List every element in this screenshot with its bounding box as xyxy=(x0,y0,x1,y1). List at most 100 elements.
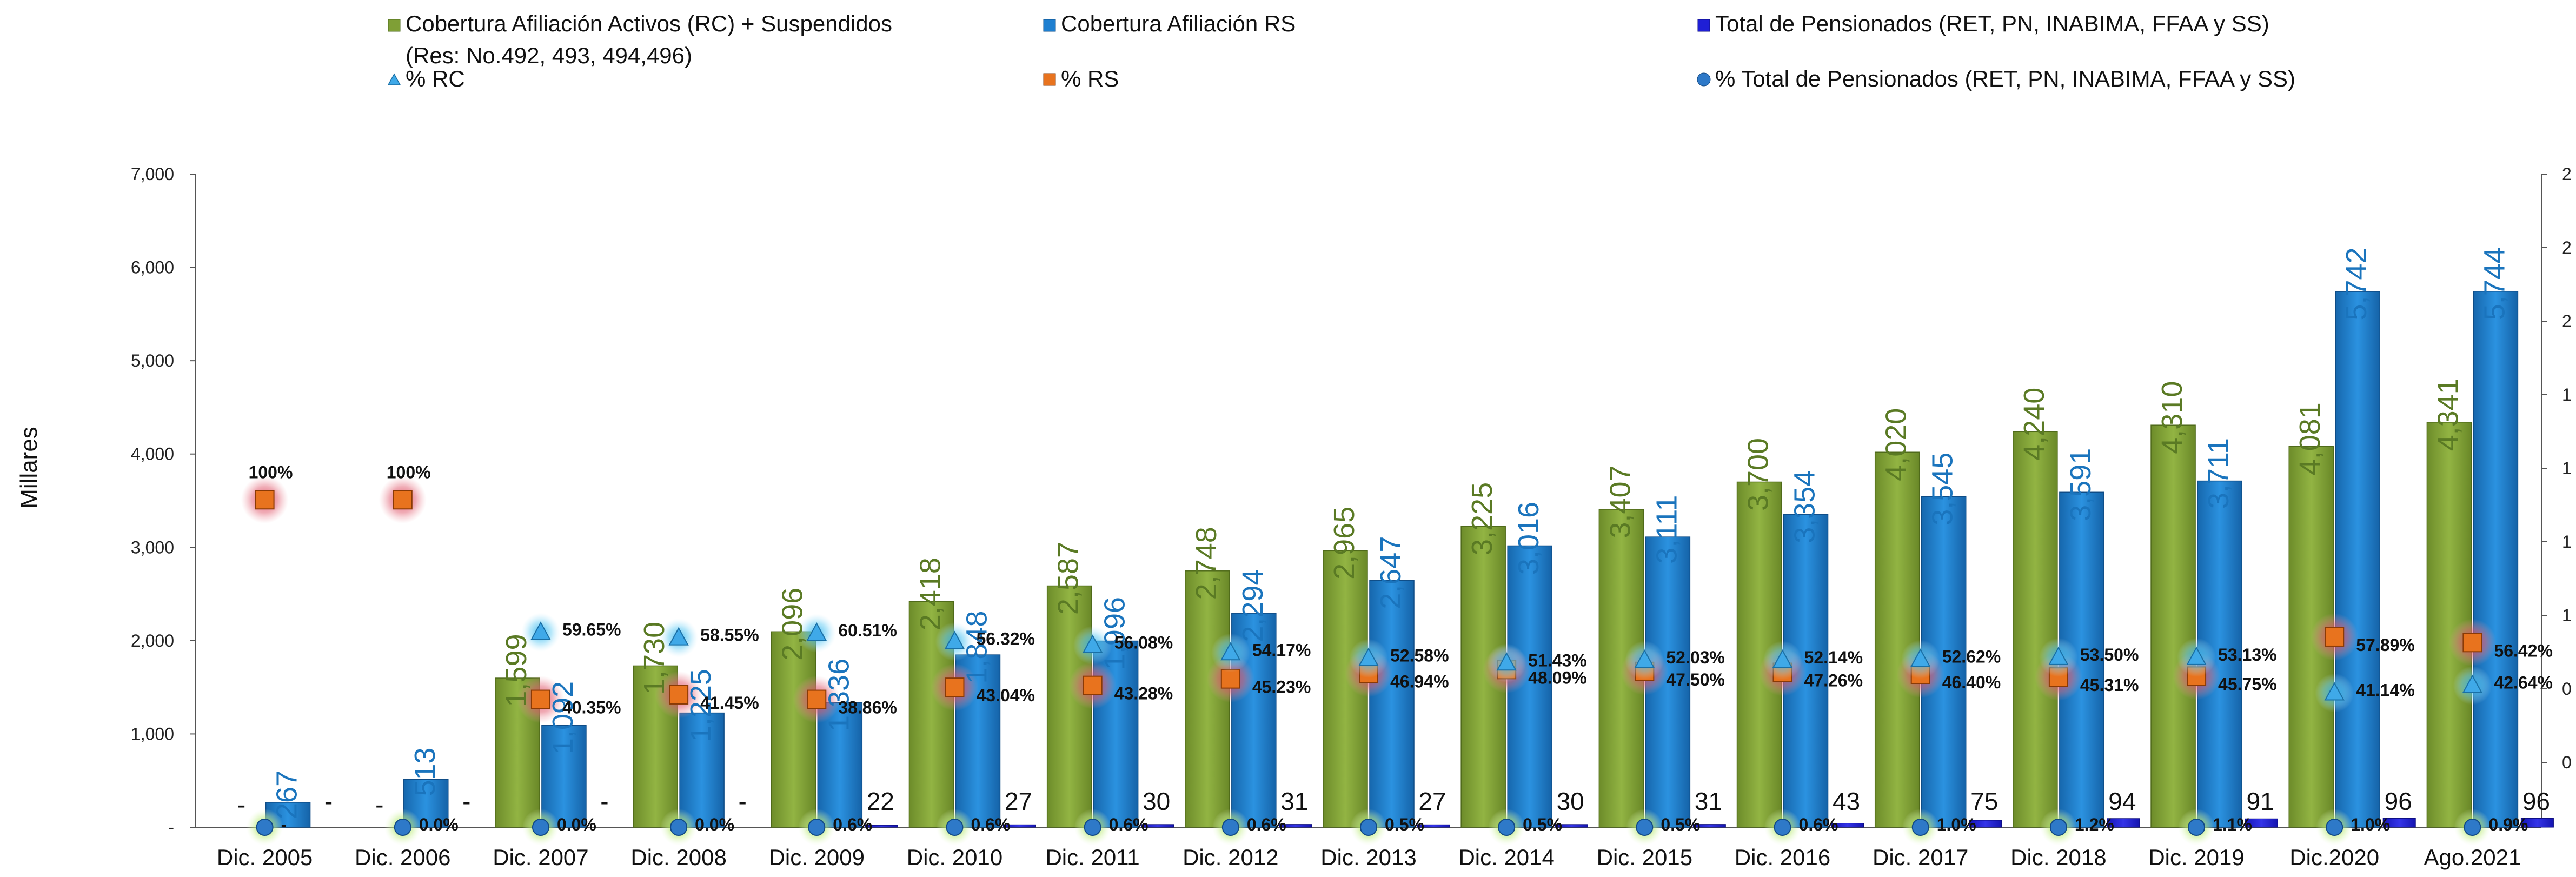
x-tick-label: Dic. 2014 xyxy=(1458,845,1554,870)
marker-rc xyxy=(944,630,965,649)
marker-rs xyxy=(2462,633,2482,653)
marker-rc xyxy=(1082,634,1103,653)
legend-label-green: Cobertura Afiliación Activos (RC) + Susp… xyxy=(406,11,892,36)
bar-rs xyxy=(679,712,725,828)
data-label-pension: 94 xyxy=(2108,787,2136,815)
data-label-rs: 3,016 xyxy=(1512,502,1545,575)
legend-label-blue: Cobertura Afiliación RS xyxy=(1061,11,1296,36)
data-label-rs: 1,092 xyxy=(547,681,579,754)
x-tick-label: Dic. 2005 xyxy=(217,845,313,870)
y-tick-label: 5,000 xyxy=(131,351,174,370)
right-tick-label: 1 xyxy=(2562,532,2572,552)
data-label-pension: 43 xyxy=(1833,787,1860,815)
data-label-pension: 27 xyxy=(1005,787,1032,815)
pct-label-pension: 0.6% xyxy=(1799,815,1838,834)
bar-pension xyxy=(1002,824,1036,828)
legend-marker-pension xyxy=(1697,72,1711,87)
legend-swatch-pension xyxy=(1697,19,1710,32)
pct-label-rs: 43.04% xyxy=(976,686,1035,705)
bar-pension xyxy=(1417,824,1450,828)
x-tick-label: Dic. 2011 xyxy=(1045,845,1139,870)
legend-marker-rc xyxy=(387,73,401,85)
right-tick-label: 1 xyxy=(2562,606,2572,625)
bar-pension xyxy=(1831,823,1864,828)
marker-pension xyxy=(1498,819,1516,836)
pct-label-rc: 52.58% xyxy=(1390,646,1449,666)
marker-pension xyxy=(1774,819,1791,836)
legend-label-rs: % RS xyxy=(1061,66,1119,91)
bar-pension xyxy=(2520,818,2554,828)
data-label-rs: 267 xyxy=(271,770,303,819)
y-tick-label: - xyxy=(168,818,174,837)
bar-rc xyxy=(2013,431,2058,828)
marker-rc xyxy=(668,627,689,646)
data-label-rc: 4,081 xyxy=(2294,402,2326,475)
marker-pension xyxy=(2464,819,2481,836)
marker-rs xyxy=(945,677,965,697)
pct-label-rc: 41.14% xyxy=(2356,680,2415,700)
x-tick-label: Dic. 2015 xyxy=(1597,845,1692,870)
data-label-pension: 96 xyxy=(2522,787,2550,815)
pct-label-rs: 46.94% xyxy=(1390,672,1449,691)
marker-pension xyxy=(2188,819,2206,836)
bar-rs xyxy=(541,725,587,828)
pct-label-rs: 56.42% xyxy=(2494,641,2553,660)
x-tick-label: Ago.2021 xyxy=(2424,845,2521,870)
data-label-rc: 3,225 xyxy=(1466,482,1498,555)
marker-rc xyxy=(2324,682,2345,701)
marker-pension xyxy=(1636,819,1654,836)
pct-label-rs: 57.89% xyxy=(2356,635,2415,655)
data-label-rs: 5,742 xyxy=(2340,248,2373,321)
marker-pension xyxy=(2326,819,2343,836)
pct-label-rc: 52.03% xyxy=(1666,648,1725,667)
legend: Cobertura Afiliación Activos (RC) + Susp… xyxy=(387,11,2295,91)
data-label-rs: 2,294 xyxy=(1237,569,1269,642)
marker-rc xyxy=(1358,647,1379,666)
right-tick-label: 0 xyxy=(2562,753,2572,772)
marker-rc xyxy=(2048,646,2069,665)
right-tick-label: 1 xyxy=(2562,459,2572,478)
data-label-rc: - xyxy=(375,790,383,819)
pct-label-rs: 100% xyxy=(387,462,431,482)
marker-rc xyxy=(530,621,551,640)
data-label-rc: 1,730 xyxy=(638,622,670,695)
x-tick-label: Dic. 2010 xyxy=(907,845,1002,870)
bar-rc xyxy=(2150,424,2196,828)
data-label-pension: - xyxy=(738,787,746,815)
right-tick-label: 0 xyxy=(2562,679,2572,699)
data-label-rc: 2,418 xyxy=(914,557,946,630)
data-label-rc: 4,310 xyxy=(2156,381,2188,454)
pct-label-rs: 47.50% xyxy=(1666,670,1725,689)
marker-rc xyxy=(1772,649,1793,668)
data-label-rs: 1,336 xyxy=(822,659,855,732)
pct-label-pension: 0.5% xyxy=(1523,815,1562,834)
bar-pension xyxy=(2245,818,2278,828)
x-tick-label: Dic. 2016 xyxy=(1735,845,1830,870)
marker-pension xyxy=(256,819,274,836)
legend-marker-rs xyxy=(1043,73,1056,86)
y-tick-label: 6,000 xyxy=(131,258,174,277)
labels-layer: -267 -100%--513-100%0.0%1,5991,092-59.65%… xyxy=(237,247,2553,834)
pct-label-rs: 100% xyxy=(249,462,293,482)
bar-rs xyxy=(1369,580,1415,828)
y-axis-ticks: - 1,000 2,000 3,000 4,000 5,000 6,000 7,000 xyxy=(131,164,196,837)
marker-pension xyxy=(1911,819,1929,836)
bar-pension xyxy=(865,825,898,828)
y-axis-label: Millares xyxy=(16,427,42,509)
pct-label-pension: 0.6% xyxy=(1109,815,1148,834)
legend-swatch-green xyxy=(388,19,401,32)
right-tick-label: 2 xyxy=(2562,311,2572,331)
pct-label-rs: 45.23% xyxy=(1252,677,1311,697)
bar-rc xyxy=(1874,451,1920,828)
pct-label-rc: 56.08% xyxy=(1114,633,1173,652)
data-label-rs: 1,225 xyxy=(685,669,717,742)
data-label-rs: 513 xyxy=(409,747,441,796)
pct-label-rs: 40.35% xyxy=(562,698,621,717)
marker-rc xyxy=(1910,648,1931,667)
bar-rs xyxy=(2335,291,2380,828)
pct-label-rc: 52.14% xyxy=(1804,648,1863,667)
data-label-pension: 75 xyxy=(1970,787,1998,815)
marker-pension xyxy=(670,819,688,836)
marker-pension xyxy=(1221,819,1239,836)
marker-pension xyxy=(1084,819,1101,836)
